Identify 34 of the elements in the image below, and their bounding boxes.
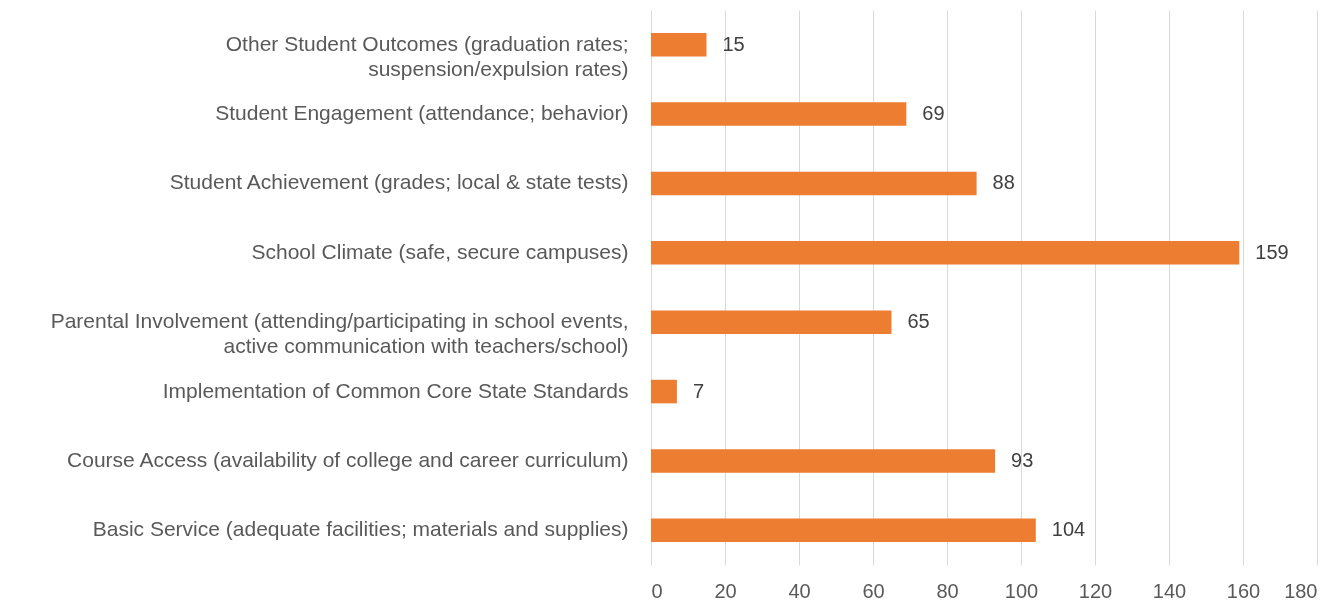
bar	[651, 310, 892, 334]
bar	[651, 241, 1240, 265]
bar	[651, 449, 996, 473]
y-tick-label: School Climate (safe, secure campuses)	[251, 239, 629, 263]
y-tick-label: Student Engagement (attendance; behavior)	[215, 101, 629, 125]
y-tick-label: Other Student Outcomes (graduation rates; suspension/expulsion rates)	[225, 31, 629, 80]
x-tick-label: 60	[862, 579, 885, 602]
x-tick-label: 140	[1152, 579, 1187, 602]
x-tick-label: 20	[714, 579, 737, 602]
data-label: 69	[922, 102, 945, 125]
y-tick-label: Student Achievement (grades; local & state tests)	[169, 170, 629, 194]
y-tick-label: Parental Involvement (attending/participating in school events, active communication with teachers/school)	[50, 309, 629, 358]
x-tick-label: 180	[1284, 579, 1318, 602]
x-tick-label: 120	[1078, 579, 1113, 602]
y-tick-label: Basic Service (adequate facilities; materials and supplies)	[92, 517, 629, 541]
data-label: 88	[992, 171, 1015, 194]
data-label: 65	[907, 310, 930, 333]
data-label: 159	[1255, 240, 1289, 263]
x-tick-label: 0	[651, 579, 663, 602]
bar	[651, 171, 977, 196]
x-tick-label: 40	[788, 579, 811, 602]
y-tick-label: Implementation of Common Core State Standards	[162, 378, 629, 402]
y-tick-label: Course Access (availability of college and career curriculum)	[67, 447, 629, 471]
x-tick-label: 100	[1004, 579, 1039, 602]
x-tick-label: 80	[936, 579, 959, 602]
data-label: 93	[1011, 448, 1034, 471]
bar	[651, 102, 907, 126]
data-label: 15	[722, 32, 745, 55]
x-tick-label: 160	[1226, 579, 1261, 602]
bar	[651, 518, 1036, 543]
data-label: 104	[1051, 518, 1086, 541]
data-label: 7	[692, 379, 705, 402]
bar	[651, 379, 677, 404]
bar	[651, 32, 707, 57]
